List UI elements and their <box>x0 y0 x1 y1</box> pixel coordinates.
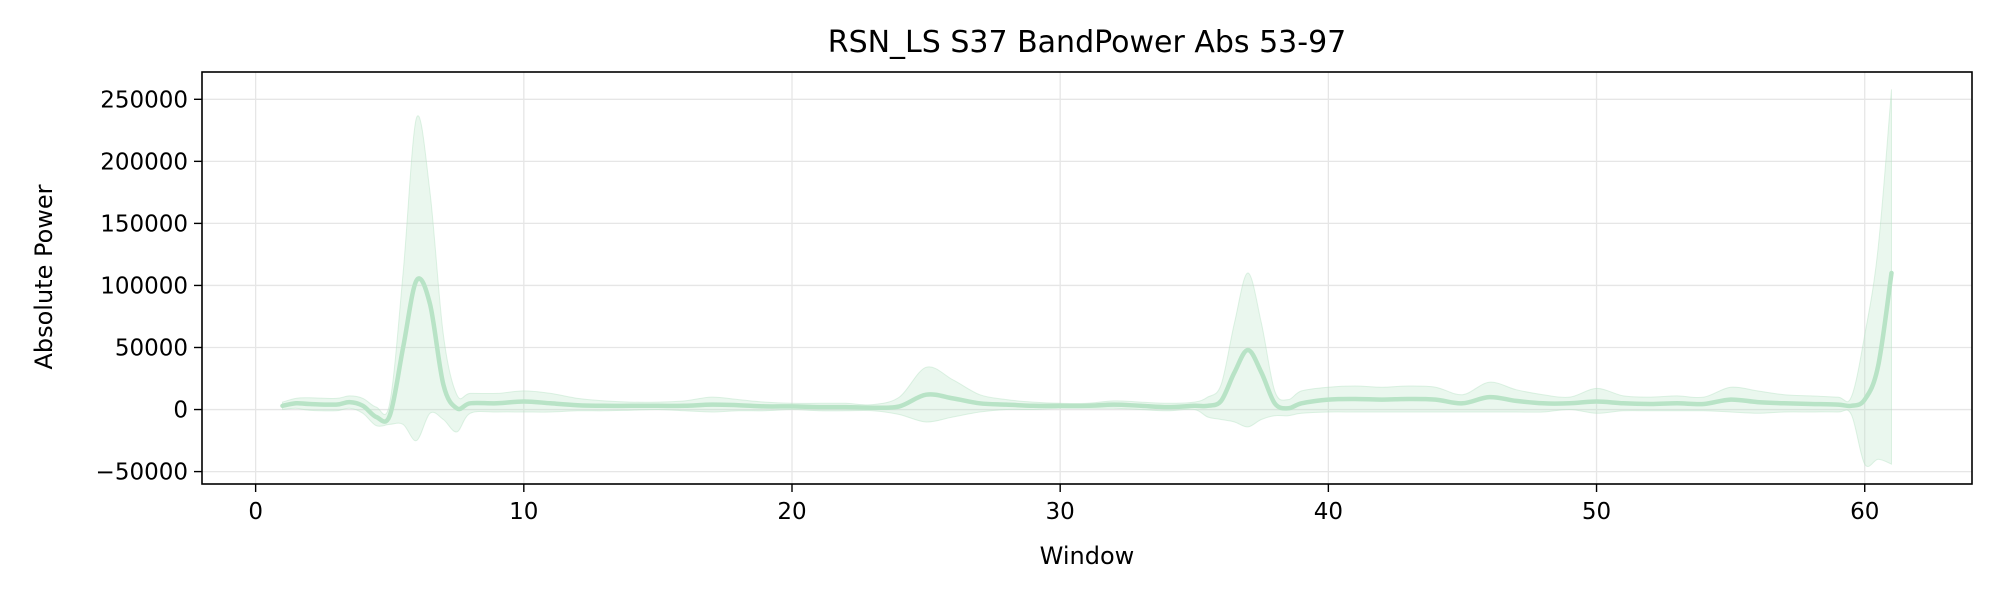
chart-title: RSN_LS S37 BandPower Abs 53-97 <box>828 25 1347 60</box>
y-tick-label: 250000 <box>100 87 188 113</box>
y-tick-label: 150000 <box>100 211 188 237</box>
x-tick-label: 50 <box>1582 499 1611 525</box>
x-tick-label: 0 <box>248 499 263 525</box>
x-axis-label: Window <box>1040 542 1135 570</box>
x-tick-label: 10 <box>509 499 538 525</box>
y-tick-label: 200000 <box>100 149 188 175</box>
y-tick-label: −50000 <box>96 460 188 486</box>
y-tick-label: 100000 <box>100 273 188 299</box>
y-axis: −50000 0 50000 100000 150000 200000 250000 <box>96 87 202 486</box>
plot-frame <box>201 71 1973 485</box>
y-axis-label: Absolute Power <box>30 184 58 369</box>
series-mean-line <box>280 270 1894 424</box>
x-axis: 0 10 20 30 40 50 60 <box>248 484 1879 525</box>
x-tick-label: 20 <box>777 499 806 525</box>
grid-lines <box>202 72 1972 484</box>
x-tick-label: 40 <box>1314 499 1343 525</box>
x-tick-label: 60 <box>1850 499 1879 525</box>
series-lines <box>280 270 1894 424</box>
series-band-area <box>282 89 1892 467</box>
y-tick-label: 50000 <box>115 335 188 361</box>
x-tick-label: 30 <box>1046 499 1075 525</box>
confidence-band <box>282 89 1892 467</box>
y-tick-label: 0 <box>173 398 188 424</box>
